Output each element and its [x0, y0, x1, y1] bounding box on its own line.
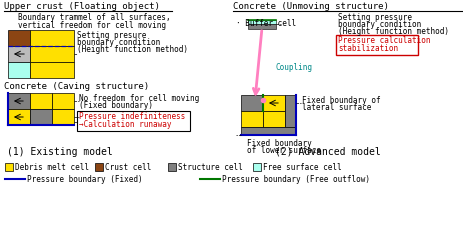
Text: vertical freedom for cell moving: vertical freedom for cell moving — [18, 21, 166, 30]
Bar — [30, 30, 74, 46]
Bar — [8, 93, 30, 109]
Bar — [95, 163, 103, 171]
Text: (2) Advanced model: (2) Advanced model — [275, 147, 381, 157]
Text: Pressure boundary (Free outflow): Pressure boundary (Free outflow) — [222, 175, 370, 184]
Text: Setting presure: Setting presure — [77, 31, 146, 40]
Text: Debris melt cell: Debris melt cell — [15, 163, 89, 172]
Bar — [8, 46, 30, 62]
Text: Structure cell: Structure cell — [178, 163, 243, 172]
Bar — [30, 109, 52, 125]
Bar — [77, 111, 190, 131]
Bar — [336, 35, 418, 55]
Bar — [30, 46, 74, 62]
Bar — [5, 163, 13, 171]
Text: Pressure boundary (Fixed): Pressure boundary (Fixed) — [27, 175, 143, 184]
Text: lateral surface: lateral surface — [302, 103, 371, 112]
Text: Crust cell: Crust cell — [105, 163, 151, 172]
Text: Pressure calculation: Pressure calculation — [338, 36, 431, 45]
Bar — [248, 20, 276, 24]
Bar — [241, 111, 263, 127]
Bar — [52, 109, 74, 125]
Bar — [8, 62, 30, 78]
Bar — [263, 95, 285, 111]
Text: Boundary trammel of all surfaces,: Boundary trammel of all surfaces, — [18, 13, 171, 22]
Text: Fixed boundary of: Fixed boundary of — [302, 96, 381, 105]
Text: of lower surface: of lower surface — [247, 146, 321, 155]
Text: Fixed boundary: Fixed boundary — [247, 139, 312, 148]
Bar — [52, 93, 74, 109]
Text: Setting pressure: Setting pressure — [338, 13, 412, 22]
Text: · Buffer cell: · Buffer cell — [236, 19, 296, 28]
Text: (Fixed boundary): (Fixed boundary) — [79, 101, 153, 110]
Bar — [263, 111, 285, 127]
Text: boundary condition: boundary condition — [338, 20, 421, 29]
Bar — [248, 24, 276, 29]
Bar — [285, 95, 296, 127]
Bar — [168, 163, 176, 171]
Text: Free surface cell: Free surface cell — [263, 163, 342, 172]
Bar — [8, 109, 30, 125]
Bar — [8, 30, 30, 46]
Bar — [30, 93, 52, 109]
Bar — [241, 127, 296, 135]
Text: Coupling: Coupling — [275, 63, 312, 72]
Text: (Height function method): (Height function method) — [77, 45, 188, 54]
Text: No freedom for cell moving: No freedom for cell moving — [79, 94, 199, 103]
Bar — [253, 163, 261, 171]
Text: stabilization: stabilization — [338, 44, 398, 53]
Bar — [241, 95, 263, 111]
Text: boundary condition: boundary condition — [77, 38, 160, 47]
Text: Concrete (Caving structure): Concrete (Caving structure) — [4, 82, 149, 91]
Text: (Height function method): (Height function method) — [338, 27, 449, 36]
Text: (1) Existing model: (1) Existing model — [7, 147, 113, 157]
Text: →Calculation runaway: →Calculation runaway — [79, 120, 171, 129]
Text: Pressure indefiniteness: Pressure indefiniteness — [79, 112, 185, 121]
Text: Concrete (Unmoving structure): Concrete (Unmoving structure) — [233, 2, 389, 11]
Bar — [30, 62, 74, 78]
Text: Upper crust (Floating object): Upper crust (Floating object) — [4, 2, 160, 11]
